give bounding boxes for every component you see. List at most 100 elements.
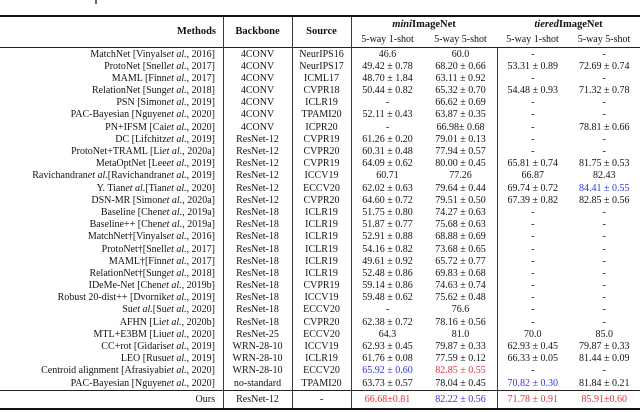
method-text: Y. Tian — [96, 182, 126, 194]
source-cell: - — [319, 394, 324, 405]
table-row: ProtoNet†[Snell et al., 2017] ResNet-18 IC… — [0, 244, 640, 256]
method-text: [Su — [152, 304, 167, 316]
method-cell: Centroid alignment [Afrasiyabi et al., 2… — [0, 365, 223, 377]
method-text: , 2019] — [186, 170, 215, 182]
method-text: Baseline++ [Chen — [89, 219, 163, 231]
subcol-header-tiered-5shot: 5-way 5-shot — [577, 34, 631, 45]
source-cell: ICLR19 — [305, 206, 338, 218]
col-header-methods: Methods — [176, 26, 216, 37]
value-cell: 65.92 ± 0.60 — [362, 365, 413, 377]
ours-row-container: Ours ResNet-12 - 66.68±0.81 82.22 ± 0.56 71.7… — [0, 391, 640, 408]
source-cell: TPAMI20 — [301, 109, 342, 121]
method-text: MetaOptNet [Lee — [95, 158, 167, 170]
method-text: CC+rot [Gidaris — [101, 341, 167, 352]
source-cell: ICCV19 — [304, 170, 339, 182]
table-row: PN+IFSM [Cai et al., 2020] 4CONV ICPR20 - 66… — [0, 122, 640, 134]
method-cell: Baseline++ [Chen et al., 2019a] — [0, 219, 223, 231]
value-cell: 82.22 ± 0.56 — [435, 394, 486, 405]
value-cell: 85.0 — [595, 328, 614, 340]
value-cell: 66.68±0.81 — [364, 394, 411, 405]
value-cell: 49.61 ± 0.92 — [362, 255, 413, 267]
rule-above-ours — [0, 390, 640, 391]
backbone-cell: WRN-28-10 — [232, 353, 283, 365]
group-header-tiered-imagenet: tieredImageNet — [497, 18, 640, 32]
value-cell: - — [602, 255, 606, 267]
value-cell: - — [531, 316, 535, 328]
etal-italic: et al. — [166, 341, 187, 352]
method-text: PN+IFSM [Cai — [105, 121, 167, 133]
source-cell: ICML17 — [304, 72, 339, 84]
value-cell: 64.09 ± 0.62 — [362, 158, 413, 170]
source-cell: ICLR19 — [305, 219, 338, 231]
source-cell: ICLR19 — [305, 353, 338, 365]
table-row: DC [Lifchitz et al., 2019] ResNet-12 CVPR1… — [0, 134, 640, 146]
value-cell: - — [602, 133, 606, 145]
value-cell: - — [602, 243, 606, 255]
value-cell: 81.44 ± 0.09 — [579, 353, 630, 365]
source-cell: CVPR18 — [303, 85, 340, 97]
table-row: MatchNet [Vinyals et al., 2016] 4CONV Neur… — [0, 49, 640, 61]
method-text: , 2020b] — [181, 316, 215, 328]
rule-top — [0, 15, 640, 17]
method-text: AFHN [Li — [119, 316, 162, 328]
value-cell: 65.32 ± 0.70 — [435, 85, 486, 97]
source-cell: ECCV20 — [303, 182, 340, 194]
etal-italic: et al. — [166, 304, 187, 316]
etal-italic: et al. — [162, 206, 183, 218]
value-cell: 62.93 ± 0.45 — [362, 341, 413, 352]
value-cell: 59.14 ± 0.86 — [362, 280, 413, 292]
method-text: MAML [Finn — [111, 72, 167, 84]
table-row: Centroid alignment [Afrasiyabi et al., 2… — [0, 365, 640, 377]
value-cell: 79.01 ± 0.13 — [435, 133, 486, 145]
method-text: [Tian — [145, 182, 167, 194]
value-cell: - — [531, 255, 535, 267]
etal-italic: et al. — [166, 267, 187, 279]
backbone-cell: ResNet-12 — [236, 133, 279, 145]
method-text: , 2020] — [186, 377, 215, 389]
value-cell: 69.74 ± 0.72 — [507, 182, 559, 194]
backbone-cell: 4CONV — [240, 85, 275, 97]
method-cell: Baseline [Chen et al., 2019a] — [0, 207, 223, 219]
method-cell: RelationNet [Sung et al., 2018] — [0, 85, 223, 97]
method-text: ProtoNet†[Snell — [101, 243, 167, 255]
source-cell: CVPR19 — [303, 280, 340, 292]
ours-row: Ours ResNet-12 - 66.68±0.81 82.22 ± 0.56 71.7… — [0, 391, 640, 408]
value-cell: 60.31 ± 0.48 — [362, 146, 413, 157]
method-text: , 2020] — [186, 328, 215, 340]
value-cell: 54.16 ± 0.82 — [362, 243, 413, 255]
value-cell: - — [531, 243, 535, 255]
method-cell: ProtoNet†[Snell et al., 2017] — [0, 244, 223, 256]
value-cell: 69.83 ± 0.68 — [435, 267, 486, 279]
method-cell: CC+rot [Gidaris et al., 2019] — [0, 341, 223, 353]
method-text: , 2020] — [186, 109, 215, 121]
method-text: RelationNet [Sung — [91, 85, 167, 97]
method-text: , 2020a] — [182, 146, 215, 157]
value-cell: 79.51 ± 0.50 — [435, 194, 486, 206]
value-cell: 77.59 ± 0.12 — [435, 353, 486, 365]
value-cell: - — [531, 219, 535, 231]
etal-italic: et al. — [166, 231, 187, 243]
source-cell: ECCV20 — [303, 304, 340, 316]
source-cell: ICLR19 — [305, 267, 338, 279]
value-cell: - — [602, 206, 606, 218]
value-cell: - — [602, 97, 606, 109]
backbone-cell: 4CONV — [240, 72, 275, 84]
table-row: CC+rot [Gidaris et al., 2019] WRN-28-10 IC… — [0, 341, 640, 353]
backbone-cell: ResNet-25 — [236, 328, 279, 340]
subcol-header-tiered-1shot: 5-way 1-shot — [506, 34, 559, 45]
value-cell: - — [531, 97, 535, 109]
value-cell: - — [531, 206, 535, 218]
method-text: , 2017] — [186, 255, 215, 267]
value-cell: - — [531, 109, 535, 121]
value-cell: 78.04 ± 0.45 — [435, 377, 486, 389]
value-cell: - — [602, 109, 606, 121]
value-cell: 66.98± 0.68 — [436, 121, 485, 133]
etal-italic: et al. — [166, 182, 187, 194]
backbone-cell: ResNet-18 — [236, 255, 279, 267]
value-cell: 84.41 ± 0.55 — [579, 182, 630, 194]
method-cell: PSN [Simon et al., 2019] — [0, 97, 223, 109]
method-text: , 2019b] — [181, 280, 215, 292]
method-text: DSN-MR [Simon — [91, 194, 163, 206]
method-cell: Ours — [0, 391, 223, 408]
